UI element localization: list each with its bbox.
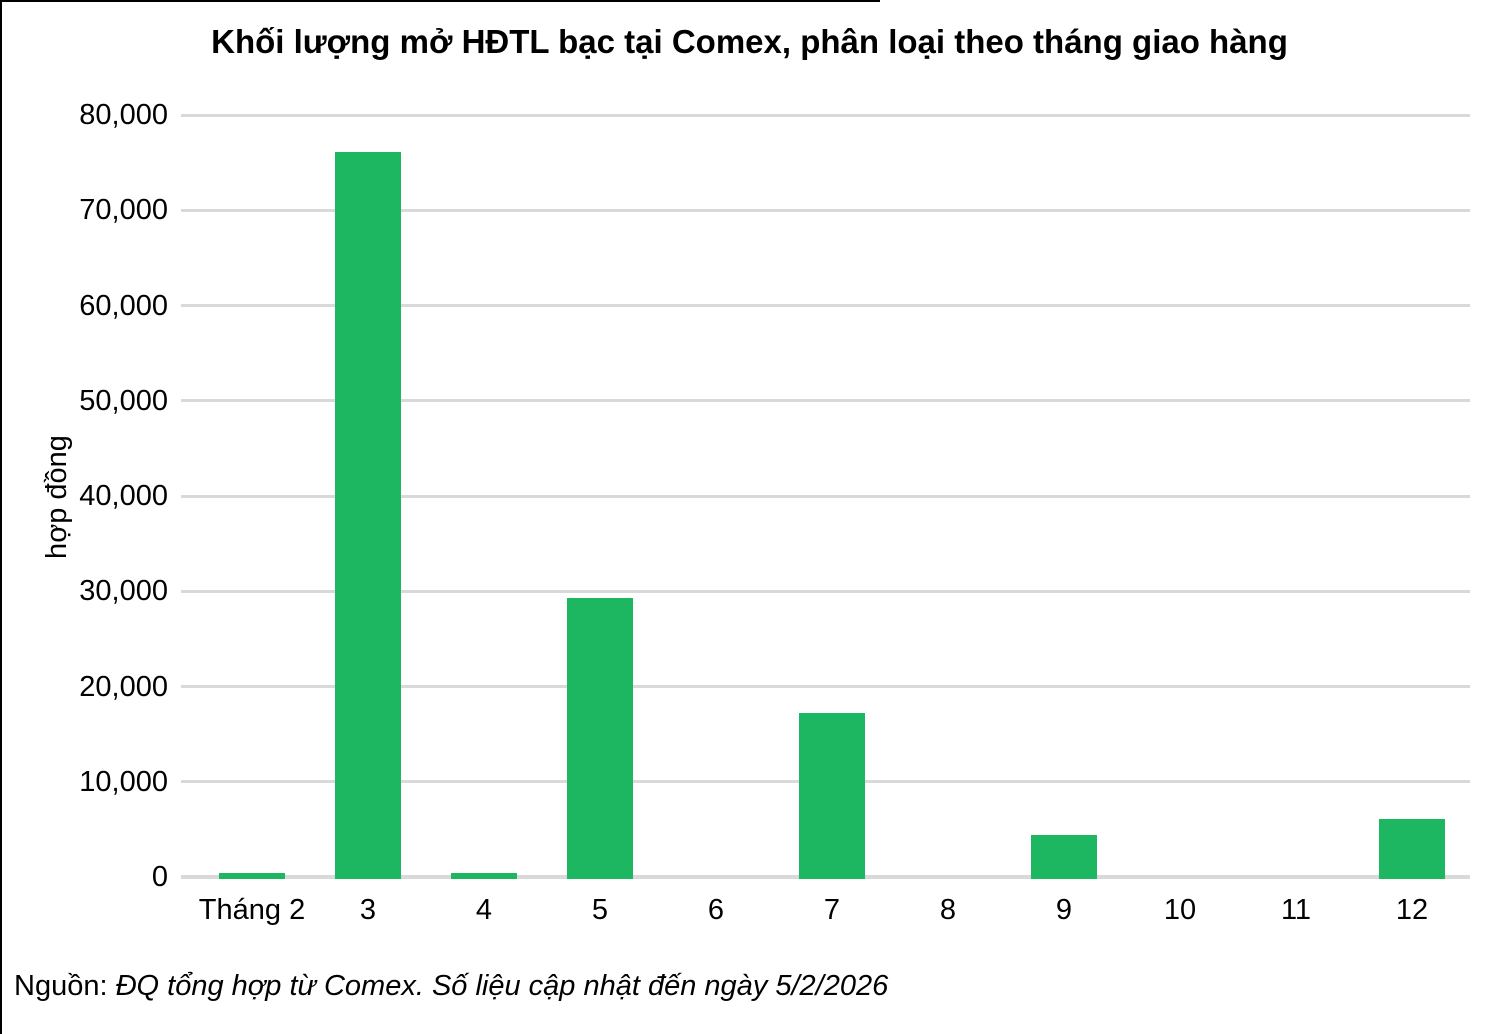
y-tick-label: 30,000	[79, 575, 168, 607]
page-left-border	[0, 0, 2, 1034]
x-tick-label: 4	[475, 894, 493, 926]
y-tick-label: 80,000	[79, 99, 168, 131]
source-prefix: Nguồn:	[14, 970, 108, 1002]
y-axis-tick	[181, 399, 194, 402]
x-tick-label: 6	[707, 894, 725, 926]
bar	[567, 598, 633, 879]
x-tick-label: Tháng 2	[198, 894, 306, 926]
x-tick-label: 9	[1055, 894, 1073, 926]
y-gridline	[194, 685, 1470, 688]
bar	[1031, 835, 1097, 879]
y-axis-tick	[181, 209, 194, 212]
page-top-border	[0, 0, 880, 2]
y-tick-label: 0	[151, 861, 168, 893]
y-axis-tick	[181, 495, 194, 498]
x-tick-label: 12	[1395, 894, 1429, 926]
y-tick-label: 10,000	[79, 766, 168, 798]
y-tick-label: 50,000	[79, 385, 168, 417]
y-gridline	[194, 495, 1470, 498]
source-note: Nguồn: ĐQ tổng hợp từ Comex. Số liệu cập…	[14, 968, 1484, 1004]
y-gridline	[194, 304, 1470, 307]
source-text: ĐQ tổng hợp từ Comex. Số liệu cập nhật đ…	[115, 970, 889, 1002]
y-gridline	[194, 209, 1470, 212]
x-tick-label: 8	[939, 894, 957, 926]
x-tick-label: 3	[359, 894, 377, 926]
x-tick-label: 10	[1163, 894, 1197, 926]
y-tick-label: 70,000	[79, 194, 168, 226]
y-tick-label: 20,000	[79, 671, 168, 703]
y-tick-label: 40,000	[79, 480, 168, 512]
y-axis-title: hợp đồng	[41, 435, 73, 559]
bar	[1379, 819, 1445, 879]
bar	[335, 152, 401, 879]
y-tick-label: 60,000	[79, 290, 168, 322]
bar	[219, 873, 285, 879]
bar	[451, 873, 517, 879]
y-axis-tick	[181, 780, 194, 783]
y-gridline	[194, 399, 1470, 402]
x-tick-label: 11	[1280, 894, 1312, 926]
x-tick-label: 7	[823, 894, 841, 926]
y-gridline	[194, 114, 1470, 117]
bar	[799, 713, 865, 879]
x-tick-label: 5	[591, 894, 609, 926]
y-axis-tick	[181, 114, 194, 117]
y-axis-tick	[181, 304, 194, 307]
y-axis-tick	[181, 875, 194, 879]
y-axis-tick	[181, 685, 194, 688]
y-gridline	[194, 590, 1470, 593]
y-axis-tick	[181, 590, 194, 593]
chart-title: Khối lượng mở HĐTL bạc tại Comex, phân l…	[211, 23, 1288, 60]
